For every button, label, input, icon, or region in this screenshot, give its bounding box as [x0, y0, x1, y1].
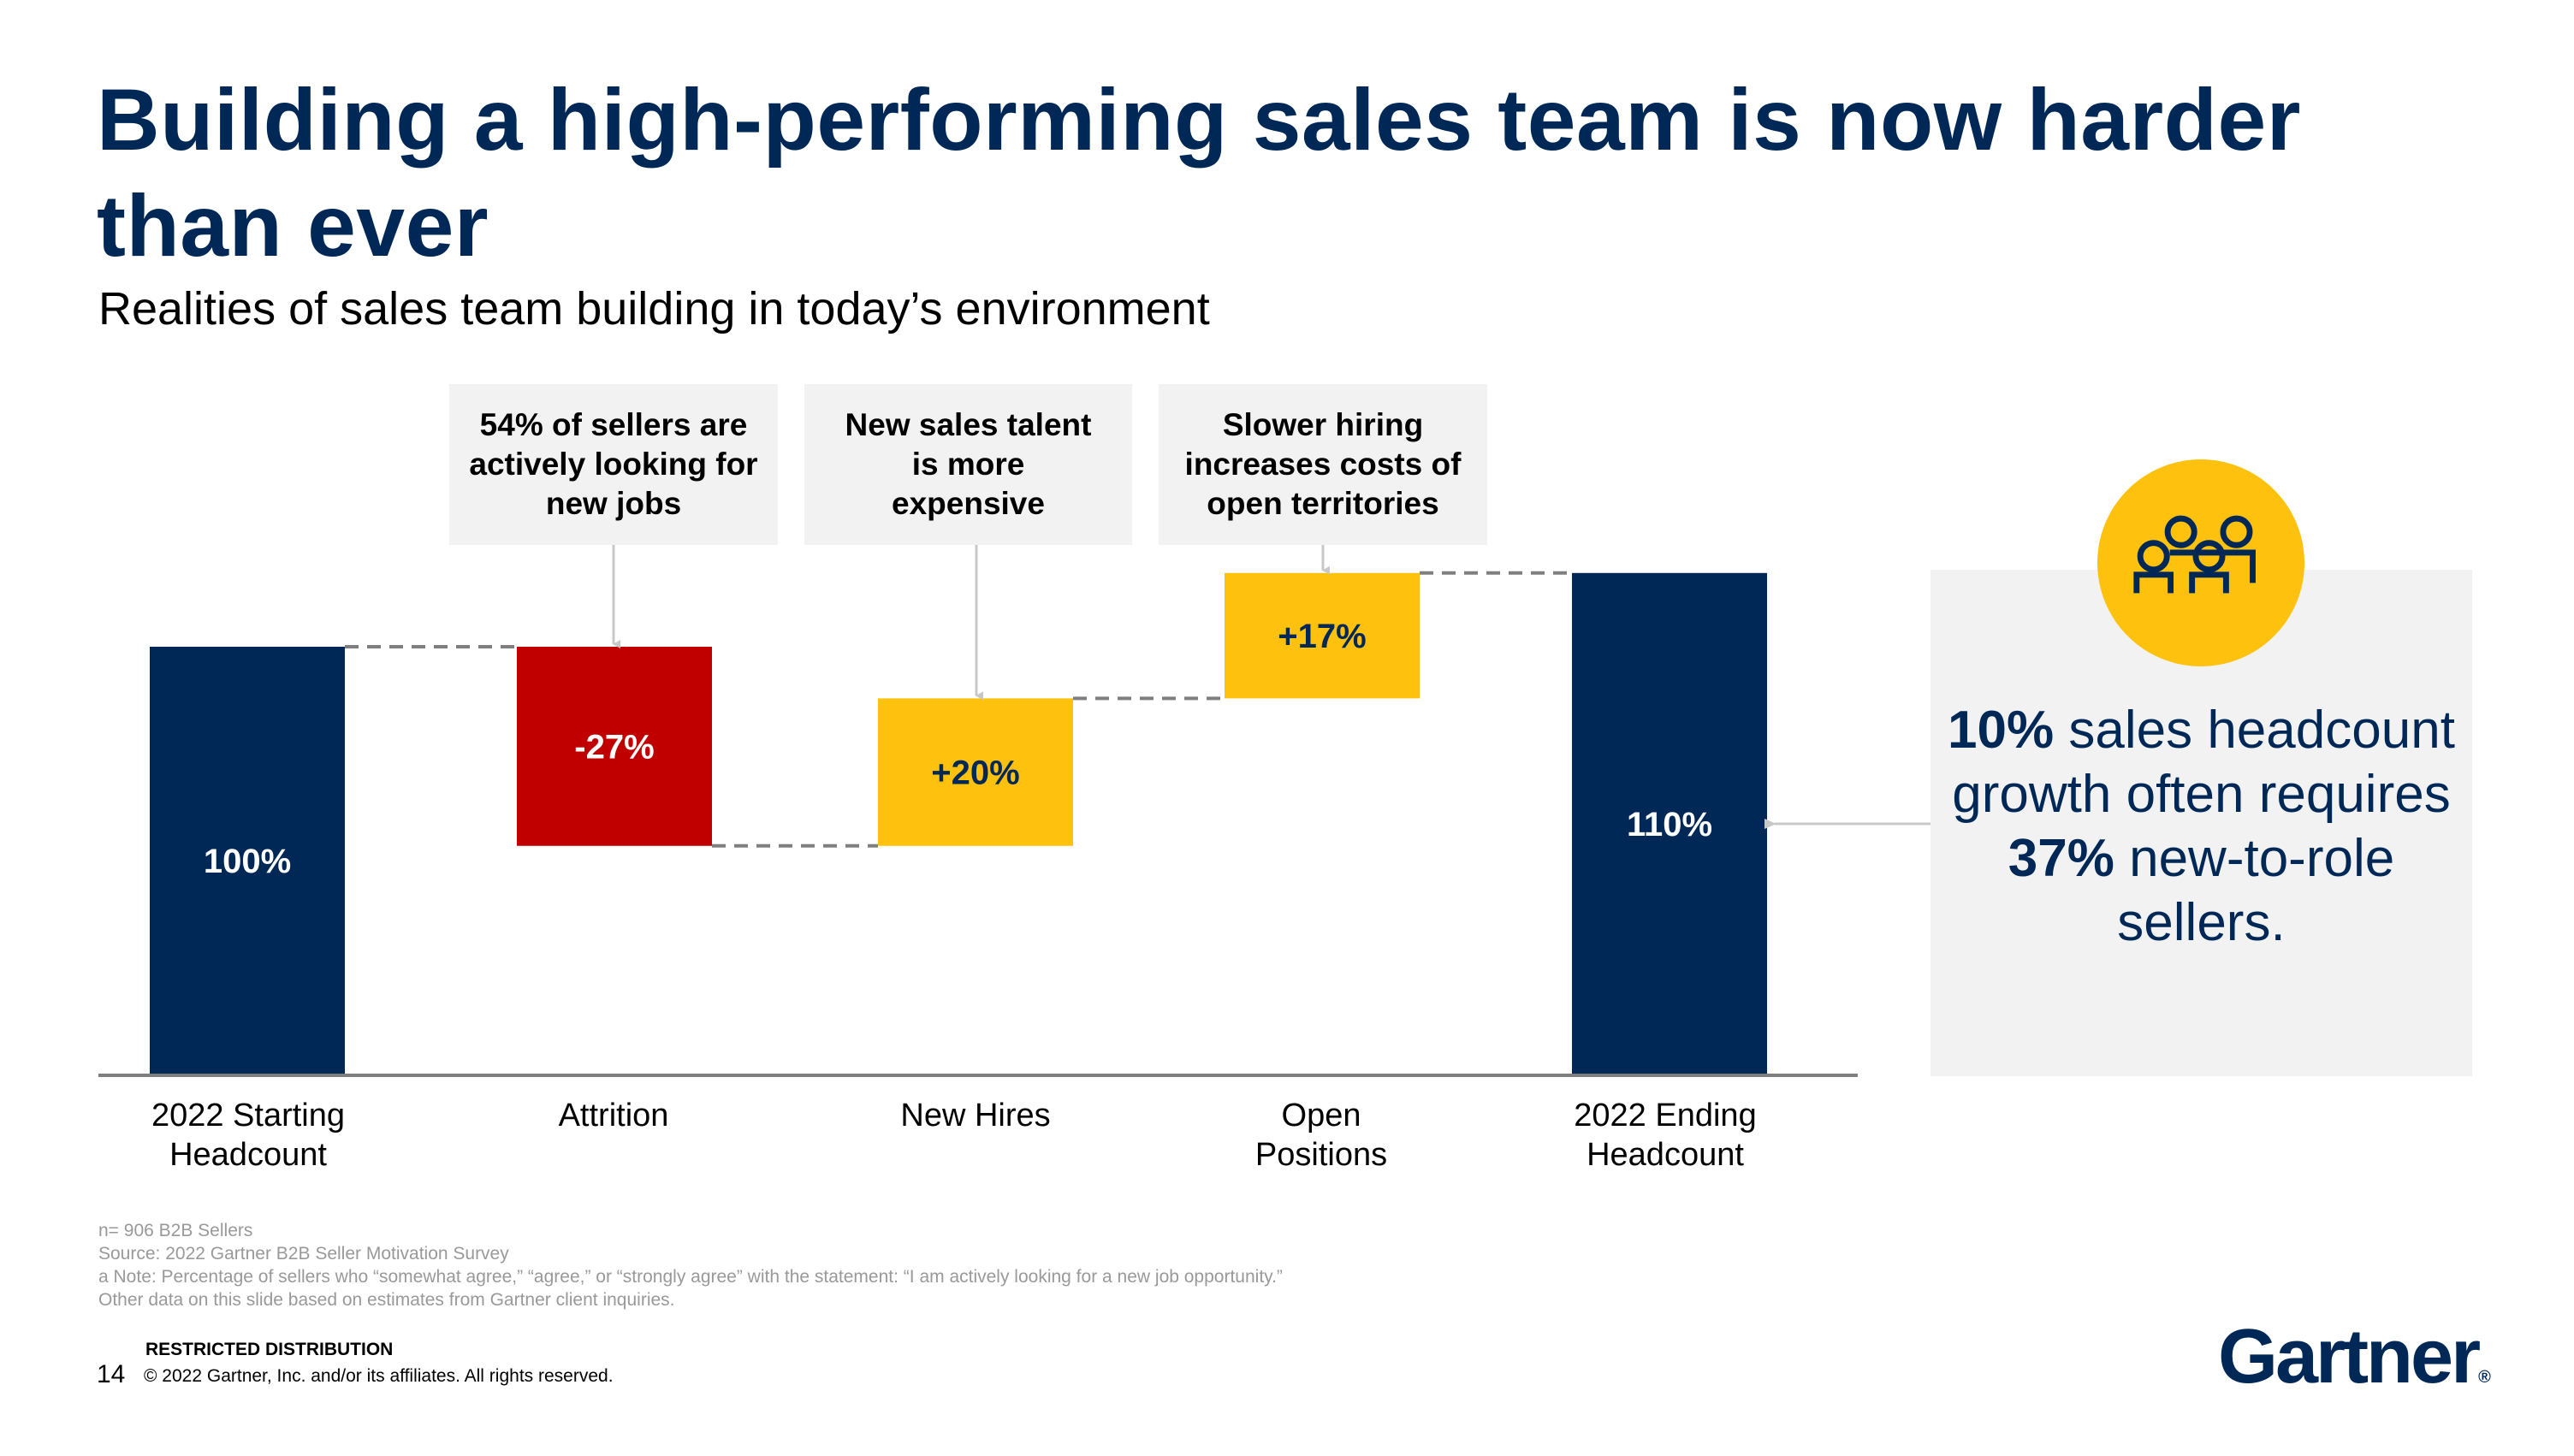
- group-of-people-icon: [2133, 515, 2256, 594]
- footnote: n= 906 B2B Sellers: [98, 1221, 253, 1240]
- insight-text: 10% sales headcount growth often require…: [1931, 698, 2472, 955]
- new-to-role-percent: 37%: [2008, 829, 2114, 888]
- category-label: 2022 Ending Headcount: [1574, 1098, 1757, 1173]
- insight-text-1: sales headcount growth often requires: [1952, 701, 2455, 824]
- bar-3: [1225, 572, 1420, 699]
- page-number: 14: [97, 1360, 126, 1388]
- bar-2: [878, 698, 1073, 846]
- page-title: Building a high-performing sales team is…: [97, 71, 2301, 275]
- gartner-logo: Gartner®: [2218, 1314, 2491, 1400]
- category-label: Open Positions: [1254, 1098, 1388, 1173]
- category-label: New Hires: [900, 1098, 1051, 1133]
- insight-text-2: new-to-role sellers.: [2114, 829, 2395, 952]
- data-label: -27%: [574, 728, 654, 766]
- footnote: a Note: Percentage of sellers who “somew…: [98, 1267, 1283, 1287]
- footnote: Other data on this slide based on estima…: [98, 1290, 675, 1310]
- data-label: +20%: [931, 755, 1019, 792]
- callout-text: 54% of sellers are actively looking for …: [469, 407, 758, 521]
- bar-1: [517, 647, 712, 846]
- data-label: +17%: [1278, 618, 1366, 655]
- data-label: 100%: [204, 843, 291, 880]
- icon-circle: [2097, 459, 2304, 666]
- bar-4: [1572, 572, 1767, 1074]
- growth-percent: 10%: [1948, 701, 2055, 760]
- callout-open-positions: Slower hiring increases costs of open te…: [1159, 384, 1487, 545]
- data-label: 110%: [1627, 806, 1712, 843]
- footnote: Source: 2022 Gartner B2B Seller Motivati…: [98, 1244, 509, 1264]
- callout-text: Slower hiring increases costs of open te…: [1184, 407, 1462, 521]
- category-label: 2022 Starting Headcount: [151, 1098, 346, 1173]
- callout-text: New sales talent is more expensive: [845, 407, 1092, 521]
- bar-0: [150, 647, 345, 1074]
- copyright: © 2022 Gartner, Inc. and/or its affiliat…: [144, 1366, 614, 1386]
- callout-attrition: 54% of sellers are actively looking for …: [449, 384, 778, 545]
- restricted-label: RESTRICTED DISTRIBUTION: [145, 1340, 394, 1359]
- logo-text: Gartner: [2218, 1314, 2481, 1400]
- page-subtitle: Realities of sales team building in toda…: [98, 283, 1210, 334]
- callout-new-hires: New sales talent is more expensive: [804, 384, 1132, 545]
- category-label: Attrition: [558, 1098, 669, 1133]
